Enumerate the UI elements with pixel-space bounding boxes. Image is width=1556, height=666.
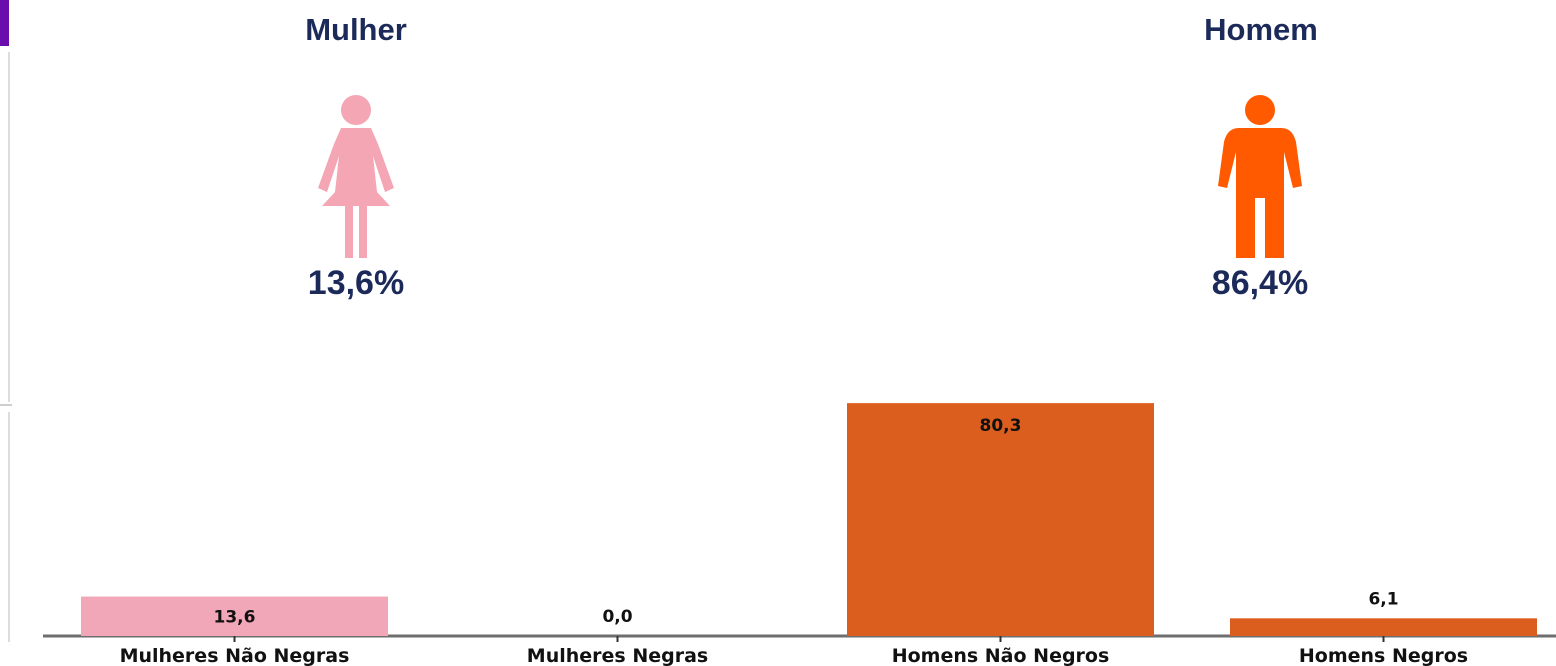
x-tick-label: Homens Negros [1299, 645, 1468, 666]
bar-value-label: 6,1 [1368, 589, 1398, 609]
bar-value-label: 0,0 [602, 607, 632, 627]
x-tick-label: Homens Não Negros [892, 645, 1110, 666]
bar-value-label: 13,6 [214, 608, 256, 628]
bar-2 [847, 403, 1154, 636]
x-tick-label: Mulheres Não Negras [120, 645, 350, 666]
bar-3 [1230, 618, 1537, 636]
x-tick-label: Mulheres Negras [527, 645, 708, 666]
bar-value-label: 80,3 [980, 416, 1022, 436]
